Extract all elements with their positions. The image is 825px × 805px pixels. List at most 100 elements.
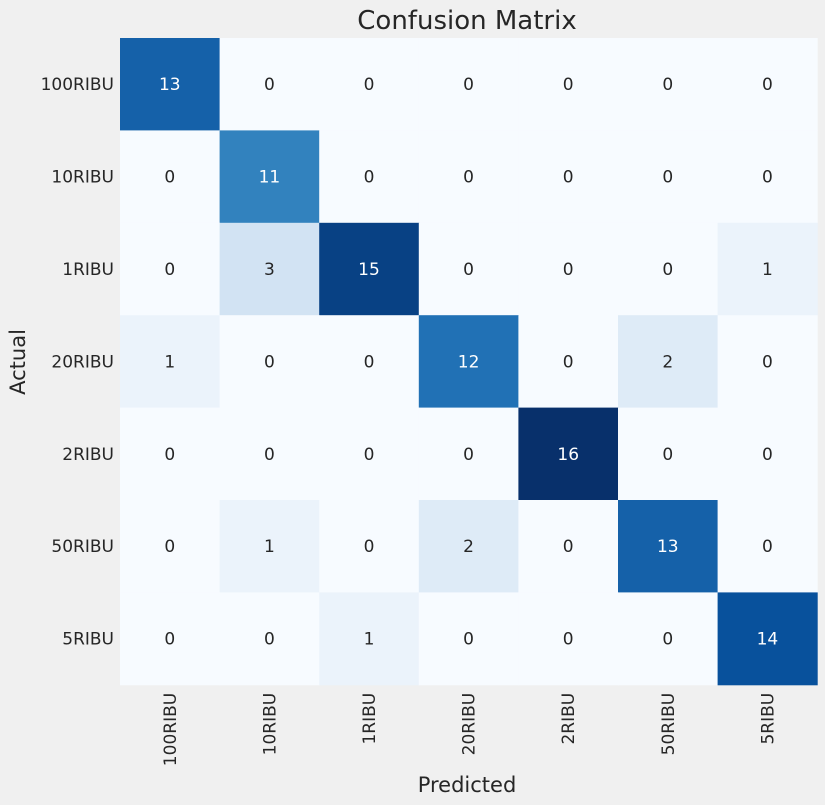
cell-value-label: 0 bbox=[662, 630, 673, 650]
cell-value-label: 0 bbox=[264, 352, 275, 372]
heatmap-cell bbox=[120, 38, 221, 131]
cell-value-label: 13 bbox=[159, 75, 181, 95]
heatmap-cell bbox=[518, 500, 619, 593]
x-axis-label: Predicted bbox=[418, 773, 517, 797]
heatmap-cell bbox=[418, 222, 519, 316]
y-tick-labels: 100RIBU 10RIBU 1RIBU 20RIBU 2RIBU 50RIBU 5RIBU bbox=[41, 75, 114, 649]
cell-value-label: 0 bbox=[463, 445, 474, 465]
heatmap-cell bbox=[518, 130, 619, 224]
cell-value-label: 0 bbox=[463, 630, 474, 650]
heatmap-cell bbox=[717, 38, 818, 131]
heatmap-cell bbox=[418, 407, 519, 501]
cell-value-label: 0 bbox=[662, 168, 673, 188]
cell-value-label: 0 bbox=[463, 75, 474, 95]
y-tick-label: 10RIBU bbox=[51, 168, 114, 188]
y-tick-label: 100RIBU bbox=[41, 75, 114, 95]
cell-value-label: 0 bbox=[364, 352, 375, 372]
heatmap-cell bbox=[219, 592, 320, 686]
chart-title: Confusion Matrix bbox=[357, 6, 576, 36]
cell-value-label: 0 bbox=[364, 168, 375, 188]
heatmap-cell bbox=[717, 222, 818, 316]
cell-value-label: 2 bbox=[463, 537, 474, 557]
heatmap-cell bbox=[120, 130, 221, 224]
heatmap-cell bbox=[319, 222, 420, 316]
cell-value-label: 1 bbox=[264, 537, 275, 557]
heatmap-cell bbox=[717, 592, 818, 686]
y-tick-label: 2RIBU bbox=[62, 445, 114, 465]
x-tick-label: 5RIBU bbox=[758, 693, 778, 745]
heatmap-cell bbox=[717, 500, 818, 593]
heatmap-cell bbox=[518, 315, 619, 409]
cell-value-label: 0 bbox=[264, 630, 275, 650]
heatmap-cell bbox=[618, 38, 719, 131]
x-tick-label: 10RIBU bbox=[260, 693, 280, 756]
x-tick-label: 2RIBU bbox=[559, 693, 579, 745]
cell-value-label: 13 bbox=[657, 537, 679, 557]
heatmap-cell bbox=[518, 222, 619, 316]
heatmap-cell bbox=[418, 315, 519, 409]
heatmap-cell bbox=[319, 500, 420, 593]
heatmap-cell bbox=[120, 592, 221, 686]
heatmap-cell bbox=[319, 315, 420, 409]
heatmap-cell bbox=[418, 130, 519, 224]
heatmap-cell bbox=[319, 130, 420, 224]
cell-value-label: 12 bbox=[458, 352, 480, 372]
cell-value-label: 0 bbox=[563, 352, 574, 372]
cell-value-label: 0 bbox=[364, 445, 375, 465]
heatmap-cell bbox=[717, 130, 818, 224]
heatmap-cell bbox=[618, 592, 719, 686]
cell-value-label: 11 bbox=[259, 168, 281, 188]
cell-value-label: 16 bbox=[557, 445, 579, 465]
heatmap-cell bbox=[618, 500, 719, 593]
cell-value-label: 0 bbox=[662, 445, 673, 465]
cell-value-label: 0 bbox=[164, 168, 175, 188]
x-tick-label: 100RIBU bbox=[161, 693, 181, 766]
heatmap-cell bbox=[120, 407, 221, 501]
cell-value-label: 0 bbox=[762, 445, 773, 465]
heatmap-cell bbox=[518, 38, 619, 131]
cell-value-label: 0 bbox=[762, 352, 773, 372]
cell-value-label: 0 bbox=[662, 75, 673, 95]
y-tick-label: 1RIBU bbox=[62, 260, 114, 280]
heatmap-cell bbox=[319, 592, 420, 686]
cell-value-label: 2 bbox=[662, 352, 673, 372]
heatmap-cell bbox=[319, 38, 420, 131]
heatmap-cell bbox=[120, 315, 221, 409]
cell-value-label: 0 bbox=[563, 630, 574, 650]
cell-value-label: 0 bbox=[762, 168, 773, 188]
cell-value-label: 0 bbox=[662, 260, 673, 280]
heatmap-cell bbox=[219, 315, 320, 409]
cell-value-label: 0 bbox=[264, 75, 275, 95]
x-tick-label: 50RIBU bbox=[659, 693, 679, 756]
x-tick-label: 20RIBU bbox=[460, 693, 480, 756]
cell-value-label: 15 bbox=[358, 260, 380, 280]
heatmap-cell bbox=[717, 407, 818, 501]
cell-value-label: 14 bbox=[757, 630, 779, 650]
heatmap-cell bbox=[717, 315, 818, 409]
heatmap-cell bbox=[618, 315, 719, 409]
x-tick-labels: 100RIBU 10RIBU 1RIBU 20RIBU 2RIBU 50RIBU 5RIBU bbox=[161, 693, 779, 766]
cell-value-label: 0 bbox=[563, 260, 574, 280]
cell-value-label: 0 bbox=[563, 537, 574, 557]
heatmap-cell bbox=[219, 407, 320, 501]
heatmap-cell bbox=[418, 500, 519, 593]
cell-value-label: 0 bbox=[164, 630, 175, 650]
heatmap-cell bbox=[418, 592, 519, 686]
cell-value-label: 1 bbox=[364, 630, 375, 650]
heatmap-cell bbox=[518, 407, 619, 501]
heatmap-cell bbox=[319, 407, 420, 501]
cell-value-label: 0 bbox=[264, 445, 275, 465]
cell-value-label: 0 bbox=[364, 537, 375, 557]
cell-value-label: 0 bbox=[164, 445, 175, 465]
cell-value-label: 1 bbox=[164, 352, 175, 372]
heatmap-cell bbox=[518, 592, 619, 686]
cell-value-label: 0 bbox=[463, 168, 474, 188]
cell-value-label: 0 bbox=[563, 75, 574, 95]
cell-value-label: 0 bbox=[364, 75, 375, 95]
heatmap-cell bbox=[219, 222, 320, 316]
heatmap-cell bbox=[618, 222, 719, 316]
cell-value-label: 1 bbox=[762, 260, 773, 280]
heatmap-cell bbox=[120, 222, 221, 316]
cell-value-label: 0 bbox=[164, 260, 175, 280]
